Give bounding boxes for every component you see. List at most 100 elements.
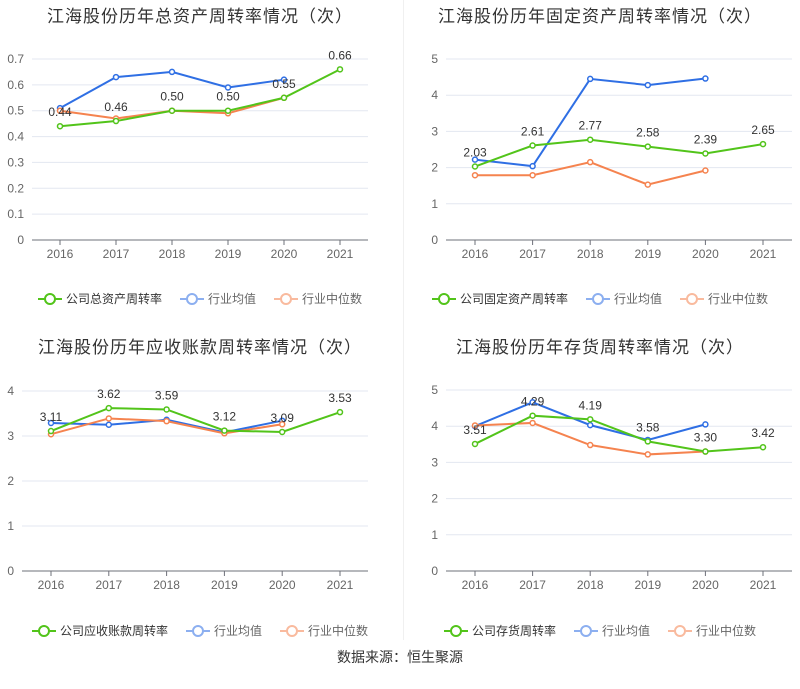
legend-label: 公司应收账款周转率 [59, 624, 168, 638]
series-line-company [474, 414, 764, 453]
data-label: 2.77 [579, 119, 603, 133]
chart-title: 江海股份历年存货周转率情况（次） [456, 338, 744, 357]
data-point-average[interactable] [702, 421, 709, 428]
data-point-median[interactable] [278, 421, 286, 428]
y-tick-label: 5 [431, 52, 438, 66]
data-point-average[interactable] [105, 421, 113, 428]
data-point-average[interactable] [586, 421, 594, 429]
data-label: 2.58 [636, 126, 660, 140]
data-point-company[interactable] [47, 427, 55, 435]
legend-line-circle-icon [668, 624, 692, 637]
data-point-median[interactable] [105, 415, 113, 422]
y-tick-label: 4 [431, 88, 438, 102]
data-point-company[interactable] [644, 143, 652, 150]
y-tick-label: 2 [431, 492, 438, 506]
data-point-company[interactable] [112, 117, 120, 125]
data-point-company[interactable] [471, 440, 479, 448]
data-point-average[interactable] [529, 399, 536, 406]
legend: 公司固定资产周转率 行业均值 行业中位数 [400, 290, 800, 307]
data-point-company[interactable] [336, 66, 344, 73]
legend-item-average[interactable]: 行业均值 [573, 622, 650, 639]
legend-item-median[interactable]: 行业中位数 [274, 290, 362, 307]
data-point-company[interactable] [224, 107, 232, 114]
data-point-company[interactable] [105, 404, 113, 412]
x-tick-label: 2021 [750, 247, 777, 261]
legend-line-circle-icon [573, 624, 598, 637]
data-label: 0.66 [328, 48, 352, 62]
y-tick-label: 0 [431, 564, 438, 578]
data-label: 3.11 [40, 410, 63, 424]
data-point-median[interactable] [56, 107, 64, 114]
data-point-company[interactable] [529, 142, 536, 149]
legend-item-median[interactable]: 行业中位数 [280, 622, 368, 639]
data-point-average[interactable] [702, 75, 709, 82]
x-tick-label: 2016 [462, 247, 489, 261]
series-line-median [475, 161, 706, 186]
y-tick-label: 0 [431, 233, 438, 247]
data-label: 3.51 [463, 423, 487, 437]
data-point-company[interactable] [586, 136, 594, 143]
legend-item-company[interactable]: 公司存货周转率 [443, 622, 556, 639]
data-point-average[interactable] [644, 81, 652, 89]
data-point-company[interactable] [168, 107, 176, 114]
legend-label: 行业中位数 [302, 292, 363, 306]
legend-item-company[interactable]: 公司固定资产周转率 [431, 290, 568, 307]
data-point-company[interactable] [586, 416, 594, 423]
data-point-median[interactable] [702, 167, 709, 174]
legend-line-circle-icon [31, 624, 56, 637]
data-point-average[interactable] [112, 73, 120, 81]
data-point-median[interactable] [586, 441, 594, 449]
legend-line-circle-icon [185, 624, 210, 637]
data-point-average[interactable] [168, 68, 176, 76]
y-tick-label: 0 [7, 564, 14, 578]
data-point-company[interactable] [759, 443, 767, 451]
data-label: 4.19 [579, 398, 603, 412]
legend-item-company[interactable]: 公司应收账款周转率 [31, 622, 168, 639]
data-point-company[interactable] [471, 163, 479, 170]
chart-title: 江海股份历年总资产周转率情况（次） [47, 7, 353, 26]
data-point-average[interactable] [471, 156, 479, 163]
data-point-median[interactable] [529, 419, 536, 427]
data-label: 3.12 [213, 410, 237, 424]
legend-item-average[interactable]: 行业均值 [185, 622, 262, 639]
data-point-company[interactable] [702, 448, 709, 455]
data-point-median[interactable] [529, 171, 536, 179]
series-line-company [59, 68, 341, 128]
data-point-company[interactable] [336, 408, 344, 416]
data-point-company[interactable] [702, 150, 709, 157]
legend-item-median[interactable]: 行业中位数 [668, 622, 756, 639]
data-point-average[interactable] [529, 162, 536, 170]
x-tick-label: 2017 [519, 578, 546, 592]
data-point-company[interactable] [163, 406, 170, 413]
data-point-company[interactable] [56, 122, 64, 130]
legend-item-average[interactable]: 行业均值 [585, 290, 662, 307]
data-point-median[interactable] [586, 158, 594, 166]
data-label: 2.61 [521, 125, 545, 139]
data-point-company[interactable] [759, 140, 767, 148]
data-point-company[interactable] [280, 94, 288, 102]
legend-line-circle-icon [585, 292, 610, 305]
x-tick-label: 2019 [211, 578, 238, 592]
data-point-company[interactable] [529, 412, 536, 419]
data-point-average[interactable] [280, 76, 288, 83]
data-point-median[interactable] [471, 422, 479, 429]
data-point-median[interactable] [644, 451, 652, 458]
data-point-company[interactable] [278, 428, 286, 436]
series-line-company [474, 138, 764, 168]
legend-item-median[interactable]: 行业中位数 [680, 290, 768, 307]
data-point-average[interactable] [586, 75, 594, 83]
legend-item-average[interactable]: 行业均值 [179, 290, 256, 307]
data-label: 3.09 [271, 411, 295, 425]
legend-item-company[interactable]: 公司总资产周转率 [37, 290, 162, 307]
y-tick-label: 3 [431, 455, 438, 469]
y-tick-label: 2 [431, 161, 438, 175]
data-point-median[interactable] [644, 181, 652, 188]
data-point-company[interactable] [644, 438, 652, 445]
data-point-median[interactable] [163, 417, 170, 425]
data-point-average[interactable] [47, 419, 55, 427]
x-tick-label: 2018 [577, 247, 604, 261]
data-point-average[interactable] [224, 84, 232, 91]
data-point-median[interactable] [471, 171, 479, 179]
data-point-company[interactable] [221, 427, 228, 434]
x-tick-label: 2016 [462, 578, 489, 592]
